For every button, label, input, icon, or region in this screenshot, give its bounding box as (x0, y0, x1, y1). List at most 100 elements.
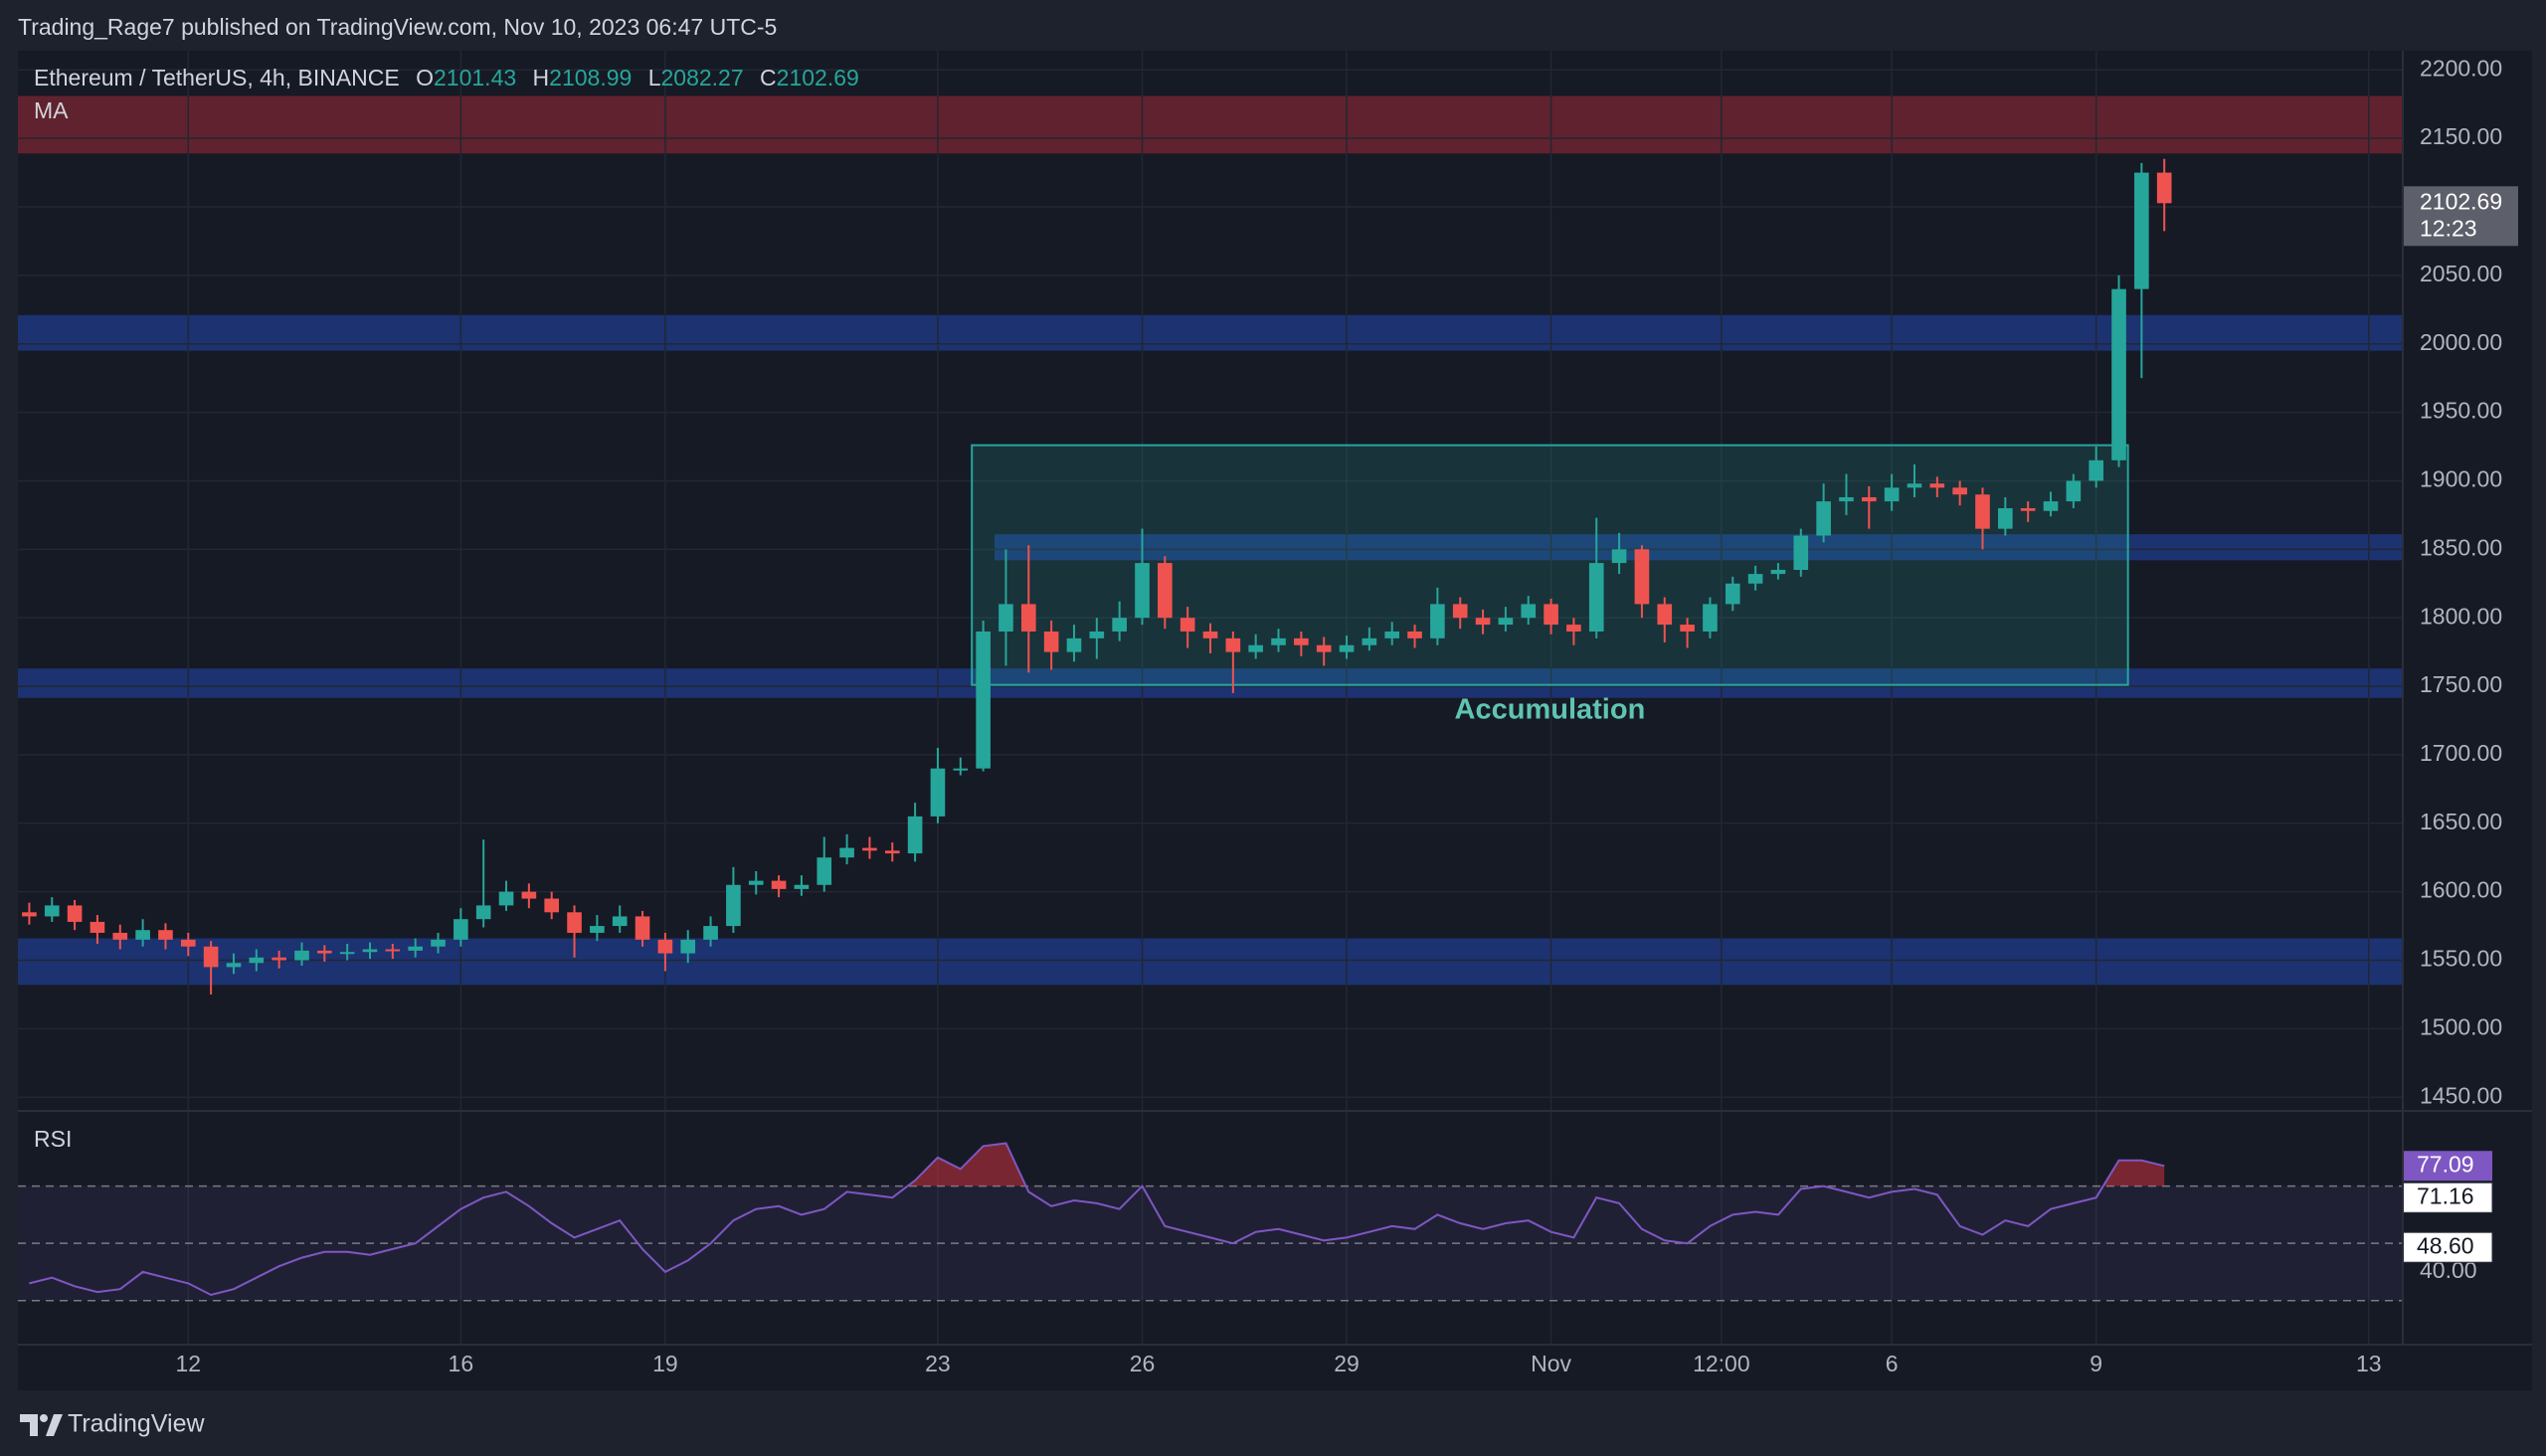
x-tick-label: 12 (175, 1351, 201, 1376)
candle-body (385, 949, 401, 952)
legend-value: 2101.43 (434, 65, 516, 91)
candle-body (67, 905, 83, 922)
x-tick-label: Nov (1531, 1351, 1571, 1376)
candle-body (1566, 625, 1581, 632)
candle-body (726, 884, 741, 927)
candle-body (294, 950, 309, 961)
x-tick-label: 29 (1334, 1351, 1360, 1376)
legend-label: H (533, 65, 550, 91)
candle-body (1158, 563, 1173, 619)
candle-body (249, 957, 265, 964)
candle-body (1271, 637, 1286, 645)
legend-value: 2102.69 (777, 65, 859, 91)
candle-body (590, 926, 605, 933)
rsi-title: RSI (34, 1126, 72, 1152)
candle-body (1998, 508, 2013, 529)
candle-body (521, 891, 537, 899)
candle-body (362, 949, 378, 953)
candle-body (44, 905, 60, 917)
candle-body (1747, 574, 1763, 584)
rsi-band (18, 1185, 2403, 1301)
candle-body (2111, 288, 2126, 460)
candle-body (1248, 644, 1263, 652)
candle-body (976, 631, 991, 769)
candle-body (544, 898, 560, 913)
candle-body (1362, 637, 1377, 645)
candle-body (22, 912, 37, 917)
axis-label: 48.60 (2417, 1232, 2474, 1258)
header-text: Trading_Rage7 published on TradingView.c… (18, 14, 777, 40)
candle-body (203, 946, 219, 968)
y-tick-label: 1550.00 (2420, 946, 2502, 972)
candle-body (1180, 618, 1195, 632)
candle-body (431, 939, 446, 947)
candle-body (1725, 583, 1740, 605)
candle-body (1225, 637, 1241, 652)
candle-body (1544, 604, 1558, 626)
y-tick-label: 1600.00 (2420, 877, 2502, 903)
y-tick-label: 2000.00 (2420, 329, 2502, 355)
x-tick-label: 6 (1886, 1351, 1899, 1376)
candle-body (1294, 637, 1309, 645)
plot-layer: 1450.00 1500.00 1550.00 1600.00 1650.00 1700.… (18, 51, 2518, 1376)
legend-symbol: Ethereum / TetherUS, 4h, BINANCE (34, 65, 400, 91)
candle-body (2020, 508, 2036, 511)
axis-label: 71.16 (2417, 1183, 2474, 1208)
logo-shape (46, 1414, 63, 1436)
axis-label-box (2402, 1231, 2493, 1263)
y-tick-label: 1850.00 (2420, 534, 2502, 560)
legend: Ethereum / TetherUS, 4h, BINANCE O2101.4… (34, 65, 859, 91)
candle-body (2089, 459, 2103, 481)
candle-body (180, 939, 196, 947)
candle-body (2134, 172, 2149, 289)
x-tick-label: 9 (2090, 1351, 2102, 1376)
candle-body (408, 946, 423, 951)
candle-body (1770, 569, 1786, 575)
y-tick-label: 2050.00 (2420, 261, 2502, 286)
logo-shape (40, 1414, 48, 1422)
candle-body (1816, 501, 1831, 536)
legend-value: 2082.27 (661, 65, 744, 91)
y-tick-label: 1950.00 (2420, 398, 2502, 424)
zone (18, 668, 2403, 698)
x-tick-label: 13 (2356, 1351, 2382, 1376)
candle-body (135, 930, 150, 940)
candle-body (999, 604, 1013, 632)
logo-shape (20, 1414, 38, 1436)
y-tick-label: 1500.00 (2420, 1013, 2502, 1039)
candle-body (2043, 501, 2059, 511)
candle-body (317, 950, 332, 954)
candle-body (454, 919, 468, 940)
chart-area (18, 51, 2532, 1390)
candle-body (953, 768, 969, 771)
candle-body (839, 847, 854, 858)
axis-label-box (2402, 1182, 2493, 1213)
candle-body (2156, 172, 2172, 204)
candle-body (1043, 631, 1059, 652)
indicator-label: MA (34, 97, 69, 123)
y-tick-label: 2150.00 (2420, 123, 2502, 149)
candle-body (226, 963, 242, 968)
zone (18, 314, 2403, 351)
candle-body (1861, 496, 1877, 502)
candle-body (1089, 631, 1105, 638)
candle-body (1952, 487, 1967, 495)
candle-body (1498, 618, 1514, 626)
accumulation-label: Accumulation (1455, 693, 1646, 725)
candle-body (907, 816, 923, 854)
candle-body (657, 939, 673, 954)
candle-body (1202, 631, 1218, 638)
candle-body (1907, 483, 1922, 488)
x-tick-label: 23 (925, 1351, 951, 1376)
candle-body (1793, 535, 1809, 570)
candle-body (1634, 549, 1650, 605)
candle-body (930, 768, 946, 817)
candle-body (612, 916, 628, 927)
candle-body (498, 891, 514, 906)
y-tick-label: 1750.00 (2420, 671, 2502, 697)
brand-text: TradingView (68, 1410, 206, 1438)
candle-body (1521, 604, 1537, 619)
candle-body (1135, 563, 1150, 619)
price-label: 2102.69 (2420, 188, 2502, 214)
